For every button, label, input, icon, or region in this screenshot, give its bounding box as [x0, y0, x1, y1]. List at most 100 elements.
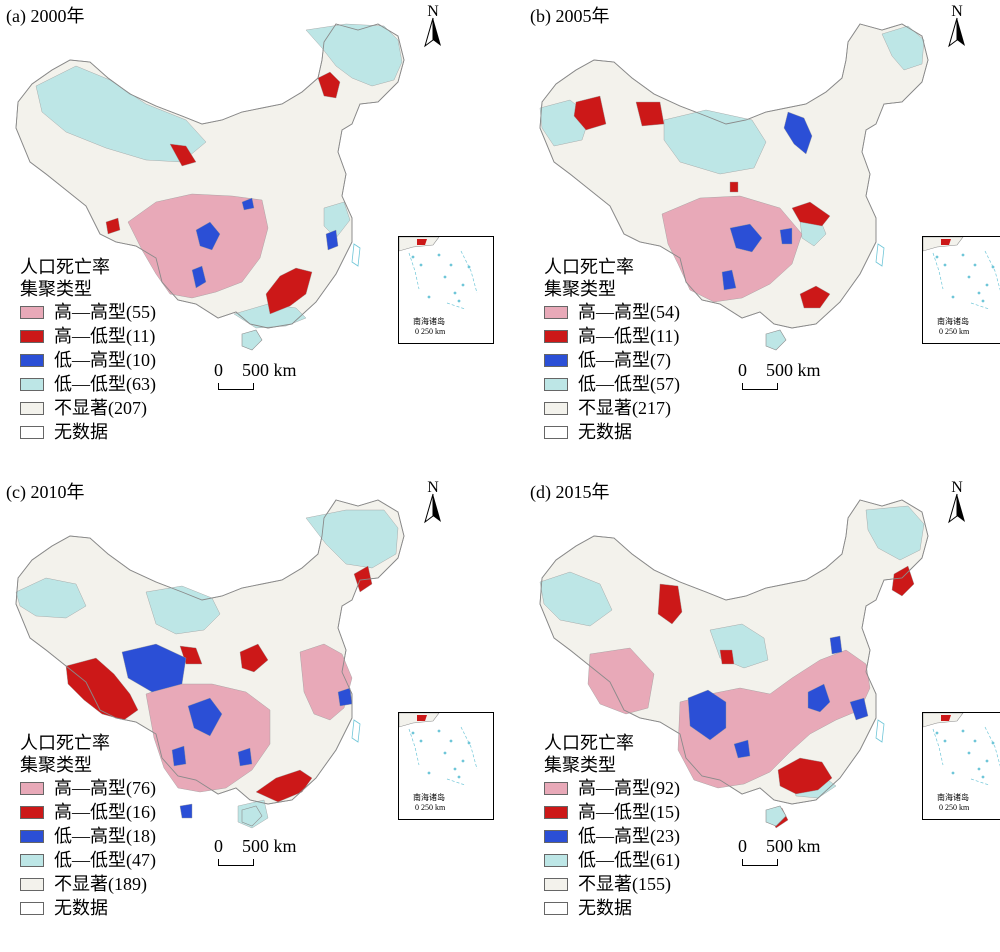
legend-swatch — [20, 402, 44, 415]
legend-swatch — [20, 330, 44, 343]
cluster-region-hh — [299, 643, 353, 721]
scale-distance: 500 km — [242, 360, 297, 380]
north-arrow-icon: N — [418, 2, 448, 52]
scale-bar: 0 500 km — [214, 836, 334, 866]
cluster-region-lh — [121, 643, 187, 693]
scale-line — [742, 383, 778, 390]
legend-label: 高—低型(15) — [578, 802, 680, 822]
legend-label: 高—低型(11) — [54, 326, 156, 346]
cluster-region-lh — [721, 269, 737, 291]
inset-island — [943, 263, 947, 267]
cluster-region-hl — [573, 95, 607, 131]
panel-title: (d) 2015年 — [530, 482, 610, 502]
taiwan-island — [875, 243, 885, 267]
north-arrow-left-half — [424, 493, 434, 524]
inset-island — [951, 771, 955, 775]
inset-label: 南海诸岛 — [937, 317, 969, 326]
inset-island — [967, 751, 971, 755]
scale-line — [218, 859, 254, 866]
inset-island — [977, 767, 981, 771]
north-arrow-left-half — [424, 17, 434, 48]
hainan-island — [241, 805, 263, 827]
cluster-region-lh — [729, 223, 763, 253]
panel-title: (c) 2010年 — [6, 482, 85, 502]
cluster-region-lh — [237, 747, 253, 767]
inset-map — [399, 237, 478, 310]
cluster-region-ll — [145, 585, 221, 635]
legend: 人口死亡率 集聚类型 高—高型(54) 高—低型(11) 低—高型(7) 低—低… — [544, 256, 680, 444]
inset-scale: 0 250 km — [415, 803, 446, 812]
china-map — [539, 23, 929, 351]
inset-island — [961, 253, 965, 257]
inset-cluster — [417, 239, 427, 245]
cluster-region-ll — [323, 201, 351, 239]
legend-title-line-1: 人口死亡率 — [544, 257, 634, 277]
cluster-region-hl — [265, 267, 313, 315]
cluster-region-hl — [799, 285, 831, 309]
north-label: N — [951, 479, 963, 496]
north-label: N — [427, 3, 439, 20]
inset-label: 南海诸岛 — [413, 793, 445, 802]
cluster-region-lh — [195, 221, 221, 251]
cluster-region-lh — [783, 111, 813, 155]
inset-island — [411, 255, 415, 259]
legend-item: 低—低型(61) — [544, 848, 680, 872]
legend-label: 高—低型(16) — [54, 802, 156, 822]
scale-line — [218, 383, 254, 390]
north-arrow-icon: N — [942, 478, 972, 528]
inset-island — [951, 295, 955, 299]
china-map — [15, 23, 405, 351]
hainan-island — [241, 329, 263, 351]
scale-distance: 500 km — [766, 360, 821, 380]
legend: 人口死亡率 集聚类型 高—高型(55) 高—低型(11) 低—高型(10) 低—… — [20, 256, 156, 444]
legend-swatch — [20, 782, 44, 795]
legend-title-line-1: 人口死亡率 — [544, 733, 634, 753]
cluster-region-lh — [171, 745, 187, 767]
inset-island — [973, 263, 977, 267]
legend-item: 低—高型(23) — [544, 824, 680, 848]
cluster-region-hh — [127, 193, 269, 299]
scale-bar: 0 500 km — [214, 360, 334, 390]
legend-swatch — [20, 378, 44, 391]
inset-island — [443, 275, 447, 279]
cluster-region-ll — [539, 571, 613, 627]
legend-swatch — [544, 402, 568, 415]
legend-title-line-1: 人口死亡率 — [20, 733, 110, 753]
legend-swatch — [20, 306, 44, 319]
map-layer — [15, 23, 405, 351]
legend-item: 无数据 — [20, 896, 156, 920]
north-arrow-left-half — [948, 493, 958, 524]
cluster-region-ll — [305, 509, 399, 569]
legend-label: 无数据 — [578, 898, 632, 918]
scale-zero: 0 — [214, 836, 223, 856]
legend-item: 低—高型(7) — [544, 348, 680, 372]
inset-island — [981, 299, 985, 303]
scale-distance: 500 km — [242, 836, 297, 856]
legend-swatch — [544, 306, 568, 319]
cluster-region-lh — [687, 689, 727, 741]
inset-island — [461, 283, 465, 287]
cluster-region-lh — [179, 803, 193, 819]
legend-title-line-2: 集聚类型 — [20, 279, 92, 299]
inset-island — [977, 291, 981, 295]
legend-swatch — [544, 354, 568, 367]
legend-item: 高—高型(92) — [544, 776, 680, 800]
legend-swatch — [544, 878, 568, 891]
legend-swatch — [544, 854, 568, 867]
cluster-region-hl — [635, 101, 665, 127]
cluster-region-hl — [791, 201, 831, 227]
inset-island — [973, 739, 977, 743]
cluster-region-lh — [829, 635, 843, 655]
legend-title-line-2: 集聚类型 — [20, 755, 92, 775]
inset-island — [961, 729, 965, 733]
north-label: N — [427, 479, 439, 496]
china-map — [15, 499, 405, 829]
legend-item: 高—低型(11) — [544, 324, 680, 348]
legend-item: 高—高型(55) — [20, 300, 156, 324]
map-panel-2000: (a) 2000年 N 南海诸岛 0 250 km 人口死亡率 集聚类型 高—高… — [0, 0, 500, 476]
legend-item: 无数据 — [20, 420, 156, 444]
legend-label: 高—低型(11) — [578, 326, 680, 346]
cluster-region-hh — [587, 647, 655, 715]
inset-island — [449, 263, 453, 267]
taiwan-island — [351, 719, 361, 743]
